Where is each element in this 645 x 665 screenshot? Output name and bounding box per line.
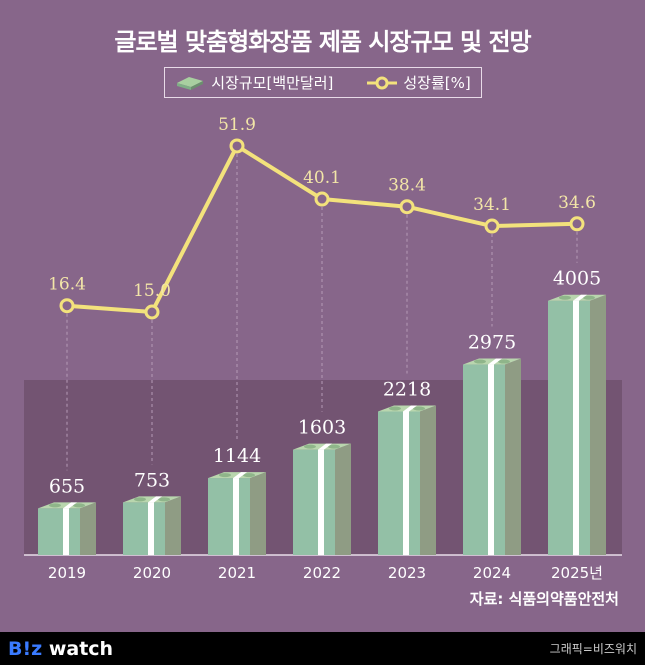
bar-value-label: 1603 (298, 417, 346, 439)
bar-value-label: 655 (49, 475, 85, 497)
legend-item-bar: 시장규모[백만달러] (175, 72, 333, 93)
growth-value-label: 38.4 (388, 176, 426, 196)
growth-point (484, 218, 500, 234)
chart-title: 글로벌 맞춤형화장품 제품 시장규모 및 전망 (114, 28, 531, 56)
bar-side (335, 443, 351, 555)
bar (463, 364, 505, 555)
bundle-band (488, 364, 494, 555)
bill-seal (328, 444, 340, 449)
bar-side (505, 358, 521, 555)
growth-value-label: 15.0 (133, 281, 171, 301)
growth-value-label: 51.9 (218, 115, 256, 135)
bill-seal (134, 497, 146, 502)
bill-seal (73, 503, 85, 508)
growth-point (59, 298, 75, 314)
growth-value-label: 16.4 (48, 275, 86, 295)
bar-value-label: 753 (134, 469, 170, 491)
bar-side (80, 502, 96, 555)
growth-value-label: 34.1 (473, 195, 511, 215)
bundle-band (573, 300, 579, 555)
chart-area: 655 2019 753 2020 1144 2021 1603 2022 2218 2023 29… (24, 115, 622, 582)
bundle-band (63, 508, 69, 555)
growth-point (399, 199, 415, 215)
bizwatch-logo: B!z watch (8, 637, 114, 660)
bill-seal (158, 497, 170, 502)
legend-label-bar: 시장규모[백만달러] (211, 74, 334, 92)
footer: B!z watch 그래픽=비즈워치 (0, 632, 645, 665)
bundle-band-top (233, 472, 247, 479)
bill-seal (243, 473, 255, 478)
bill-seal (559, 295, 571, 300)
bar (293, 449, 335, 555)
bundle-band-top (573, 294, 587, 301)
x-tick-label: 2020 (133, 564, 171, 582)
bar (38, 508, 80, 555)
bar (548, 300, 590, 555)
bundle-band-top (403, 405, 417, 412)
bill-seal (219, 473, 231, 478)
bill-seal (583, 295, 595, 300)
x-tick-label: 2022 (303, 564, 341, 582)
legend: 시장규모[백만달러] 성장률[%] (164, 67, 482, 98)
bar-side (420, 405, 436, 555)
bill-seal (304, 444, 316, 449)
x-tick-label: 2021 (218, 564, 256, 582)
bar-value-label: 2218 (383, 378, 431, 400)
bar-side (250, 472, 266, 555)
bundle-band-top (488, 358, 502, 365)
bundle-band-top (318, 443, 332, 450)
x-tick-label: 2024 (473, 564, 511, 582)
growth-point (229, 138, 245, 154)
bar-value-label: 1144 (213, 445, 261, 467)
growth-point (314, 191, 330, 207)
bar (123, 502, 165, 555)
legend-item-line: 성장률[%] (367, 72, 471, 93)
bar (208, 478, 250, 555)
bar (378, 411, 420, 555)
bar-side (590, 294, 606, 555)
bill-seal (49, 503, 61, 508)
money-bundle-icon (177, 76, 204, 90)
bar-value-label: 4005 (553, 268, 601, 290)
growth-point (144, 304, 160, 320)
growth-value-label: 34.6 (558, 193, 596, 213)
bundle-band (148, 502, 154, 555)
growth-point (569, 216, 585, 232)
x-tick-label: 2019 (48, 564, 86, 582)
bill-seal (498, 359, 510, 364)
graphic-credit: 그래픽=비즈워치 (549, 642, 637, 656)
bundle-band-top (148, 496, 162, 503)
bar-side (165, 496, 181, 555)
bundle-band (318, 449, 324, 555)
legend-label-line: 성장률[%] (403, 74, 471, 92)
x-tick-label: 2023 (388, 564, 426, 582)
bundle-band (403, 411, 409, 555)
bill-seal (474, 359, 486, 364)
bar-value-label: 2975 (468, 332, 516, 354)
bundle-band-top (63, 502, 77, 509)
x-tick-label: 2025년 (551, 564, 603, 582)
bill-seal (413, 406, 425, 411)
source-note: 자료: 식품의약품안전처 (469, 590, 619, 608)
bill-seal (389, 406, 401, 411)
growth-value-label: 40.1 (303, 168, 341, 188)
circle-marker-line-icon (367, 76, 398, 89)
bundle-band (233, 478, 239, 555)
